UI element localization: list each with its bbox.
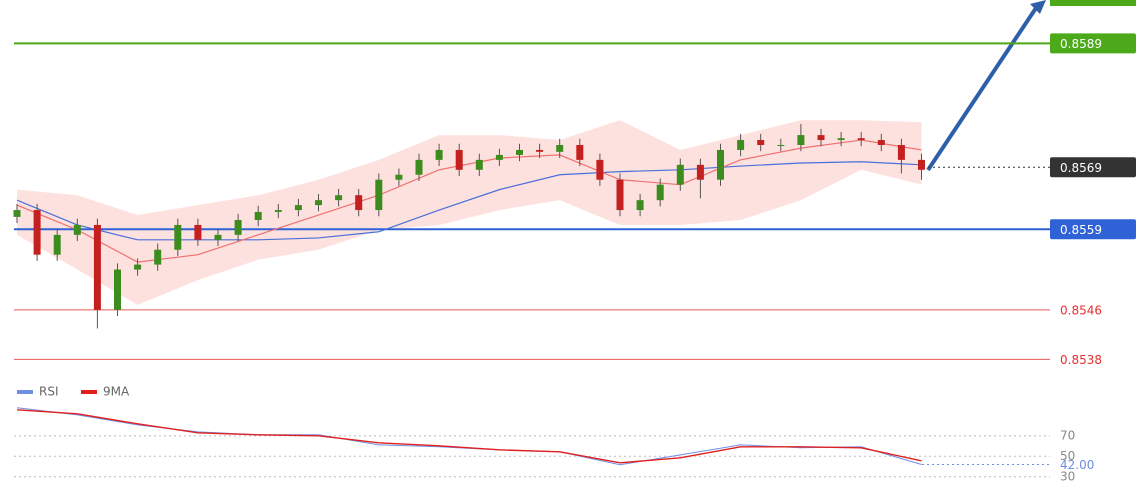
candle-body (355, 195, 363, 211)
current-label: 42.00 (1060, 458, 1094, 472)
candle-body (737, 140, 745, 150)
candle-body (93, 224, 101, 310)
candle-body (516, 149, 523, 155)
candle-body (254, 211, 262, 220)
candle-body (857, 138, 865, 141)
candle-body (154, 249, 162, 265)
candle-body (576, 145, 584, 160)
candle-body (897, 145, 905, 160)
price-label: 0.8559 (1060, 223, 1102, 237)
candle-body (475, 159, 483, 170)
target-box (1050, 0, 1136, 6)
legend-label: 9MA (103, 385, 130, 399)
candle-body (53, 234, 61, 255)
candle-body (696, 164, 704, 180)
candle-body (214, 234, 222, 240)
candle-body (455, 149, 463, 170)
candle-body (777, 145, 785, 147)
arrow-head (1030, 0, 1046, 14)
y-tick-label: 30 (1060, 469, 1075, 483)
indicator-line (16, 409, 922, 464)
candle-body (556, 145, 564, 152)
candle-body (877, 140, 885, 146)
price-label: 0.8569 (1060, 161, 1102, 175)
candle-body (797, 135, 805, 146)
candle-body (817, 135, 825, 141)
forecast-arrow (926, 6, 1038, 172)
candle-body (234, 219, 242, 235)
legend-label: RSI (39, 385, 59, 399)
candle-body (636, 200, 644, 211)
bollinger-band (17, 120, 922, 305)
candle-body (375, 179, 383, 211)
candle-body (335, 195, 343, 201)
candle-body (757, 140, 765, 146)
price-tag (1050, 33, 1136, 54)
candle-body (33, 210, 41, 255)
candle-body (13, 210, 21, 217)
candle-body (656, 184, 664, 201)
price-tag (1050, 157, 1136, 178)
moving-average (16, 139, 922, 263)
price-tag (1050, 219, 1136, 240)
price-label: 0.8546 (1060, 303, 1102, 317)
candle-body (837, 138, 845, 141)
price-label: 0.8589 (1060, 37, 1102, 51)
candle-body (536, 149, 544, 152)
candle-body (395, 174, 403, 180)
candle-body (435, 149, 443, 160)
candle-body (294, 205, 302, 211)
candle-body (495, 154, 503, 160)
candle-body (274, 210, 282, 212)
y-tick-label: 50 (1060, 449, 1075, 463)
candle-body (174, 224, 182, 250)
candle-body (415, 159, 423, 175)
y-tick-label: 70 (1060, 428, 1075, 442)
candle-body (616, 179, 624, 211)
candle-body (717, 149, 724, 180)
candle-body (194, 224, 202, 240)
candle-body (134, 264, 142, 270)
candle-body (73, 224, 81, 235)
candle-body (315, 200, 322, 206)
moving-average (16, 161, 922, 241)
candle-body (676, 164, 684, 185)
candle-body (114, 269, 121, 310)
candle-body (596, 159, 604, 180)
price-label: 0.8538 (1060, 353, 1102, 367)
candle-body (918, 159, 925, 170)
